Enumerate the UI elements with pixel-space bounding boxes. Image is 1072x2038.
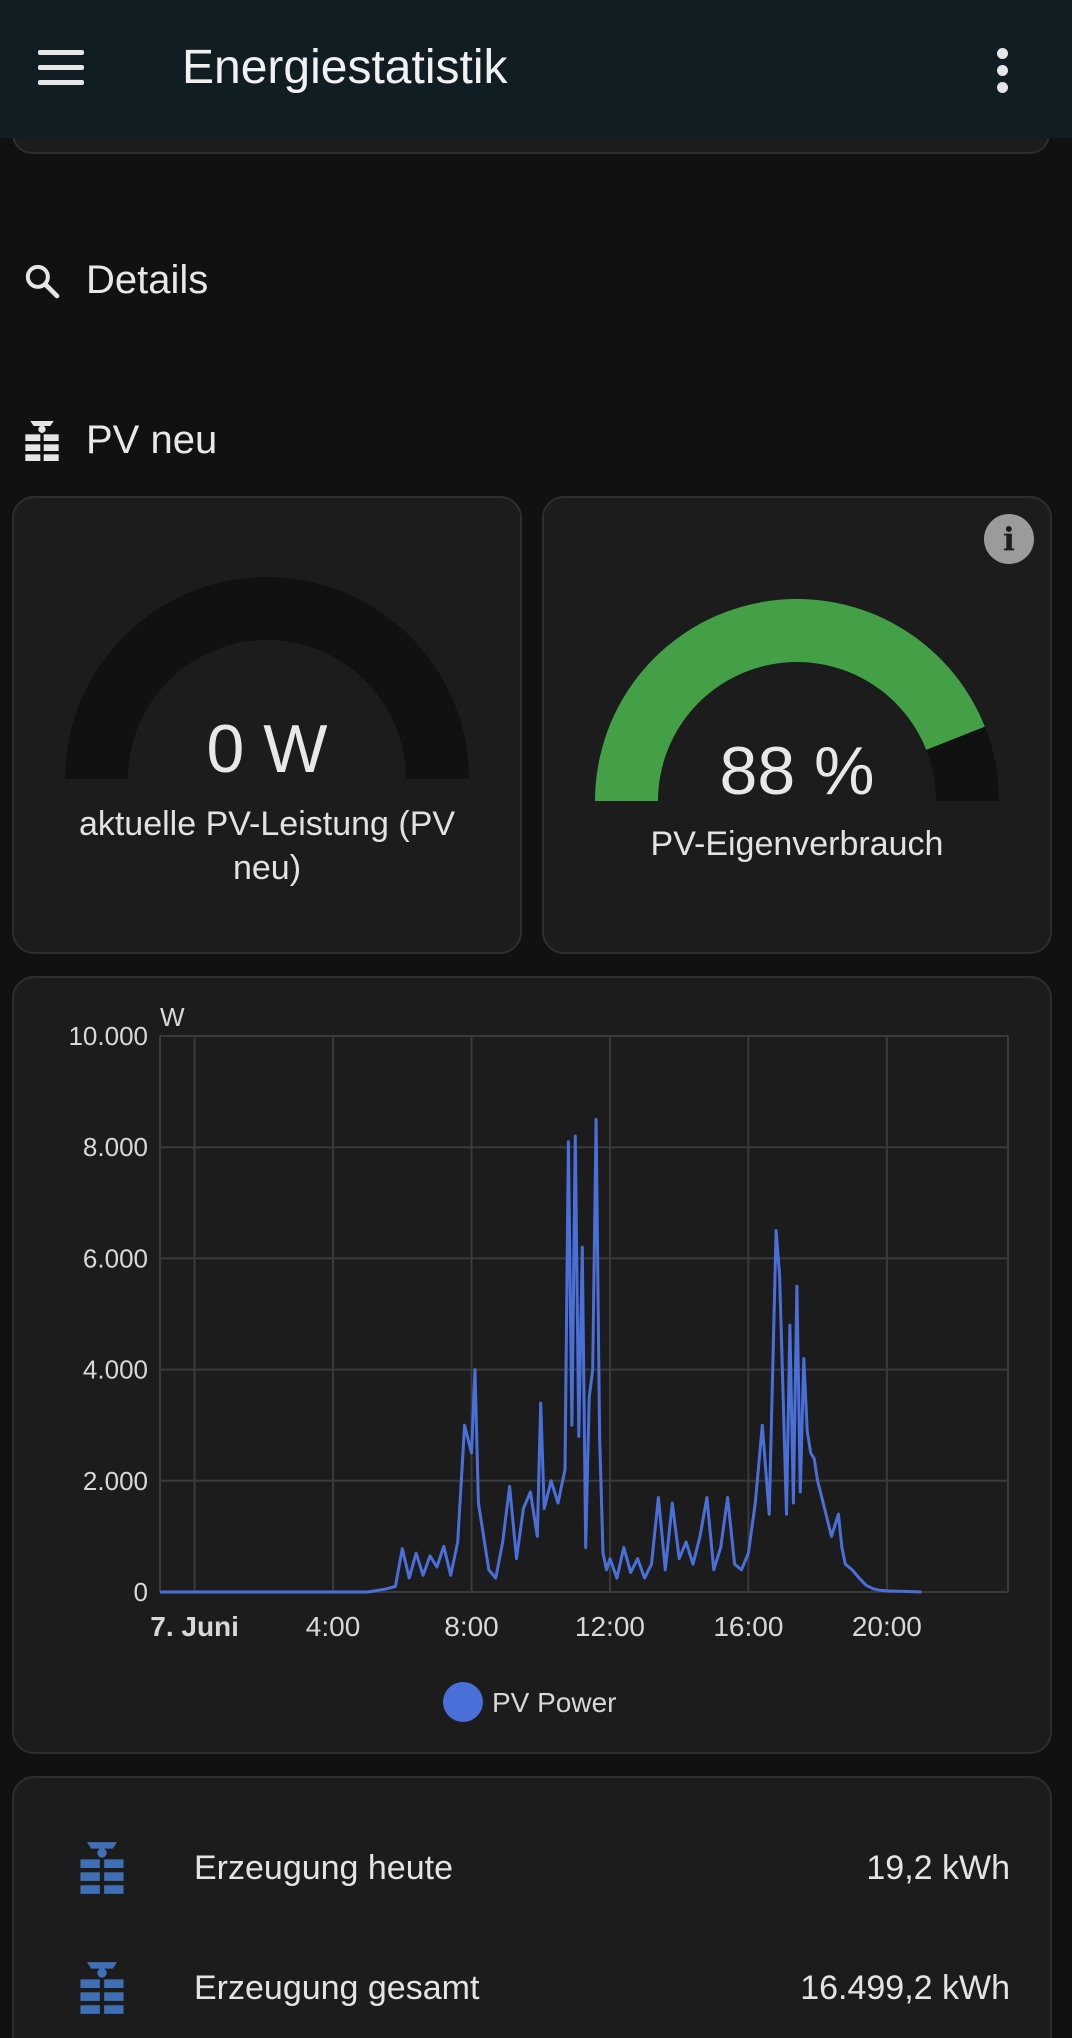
y-tick-label: 10.000 [68, 1021, 148, 1051]
more-vert-icon-dot [997, 82, 1008, 93]
gauge-self-consumption [595, 599, 999, 801]
stat-label: Erzeugung gesamt [194, 1968, 480, 2007]
gauge-pv-power [65, 577, 469, 779]
gauge-self-consumption-value: 88 % [719, 733, 875, 809]
gauge-track [65, 577, 469, 779]
gauge-pv-power-value: 0 W [206, 711, 328, 787]
magnify-icon [25, 264, 60, 298]
y-tick-label: 4.000 [83, 1355, 148, 1385]
stat-row-total[interactable]: Erzeugung gesamt 16.499,2 kWh [14, 1938, 1050, 2038]
chart-legend[interactable]: PV Power [443, 1682, 617, 1722]
x-tick-label: 16:00 [713, 1611, 783, 1642]
gauge-pv-power-label: aktuelle PV-Leistung (PV neu) [78, 805, 456, 887]
page-title: Energiestatistik [182, 41, 508, 94]
menu-icon-bar [38, 65, 84, 70]
stat-row-today[interactable]: Erzeugung heute 19,2 kWh [14, 1818, 1050, 1918]
solar-power-icon [80, 1842, 124, 1894]
history-chart-card: 0 2.000 4.000 6.000 8.000 10.000 7. Juni 4:00 8… [12, 976, 1052, 1754]
x-tick-label: 20:00 [852, 1611, 922, 1642]
chart-y-axis: 0 2.000 4.000 6.000 8.000 10.000 [68, 1021, 148, 1607]
section-pv-label: PV neu [86, 418, 218, 462]
more-vert-icon [997, 48, 1008, 59]
x-tick-label: 8:00 [444, 1611, 499, 1642]
app-bar: Energiestatistik [0, 0, 1072, 138]
legend-label-pv-power: PV Power [492, 1687, 617, 1718]
stat-value: 16.499,2 kWh [800, 1968, 1010, 2007]
y-tick-label: 2.000 [83, 1466, 148, 1496]
solar-panel-icon [25, 420, 59, 461]
chart-unit-label: W [160, 1002, 185, 1032]
legend-swatch-pv-power [443, 1682, 483, 1722]
x-tick-label: 12:00 [575, 1611, 645, 1642]
y-tick-label: 8.000 [83, 1132, 148, 1162]
solar-power-icon [80, 1962, 124, 2014]
gauge-card-self-consumption[interactable]: i 88 % PV-Eigenverbrauch [542, 496, 1052, 954]
section-pv: PV neu [22, 418, 217, 463]
stat-value: 19,2 kWh [866, 1848, 1010, 1887]
stats-card: Erzeugung heute 19,2 kWh Erzeugung gesam… [12, 1776, 1052, 2038]
gauge-self-consumption-label: PV-Eigenverbrauch [650, 825, 944, 863]
menu-button[interactable] [36, 48, 86, 88]
series-line-pv-power [160, 1117, 922, 1594]
menu-icon-bar [38, 80, 84, 85]
more-options-button[interactable] [982, 44, 1022, 96]
x-tick-label: 4:00 [306, 1611, 361, 1642]
info-icon[interactable]: i [984, 514, 1034, 564]
x-tick-label: 7. Juni [150, 1611, 239, 1642]
menu-icon [38, 50, 84, 55]
chart-x-axis: 7. Juni 4:00 8:00 12:00 16:00 20:00 [150, 1611, 922, 1642]
y-tick-label: 0 [134, 1577, 148, 1607]
stat-label: Erzeugung heute [194, 1848, 453, 1887]
y-tick-label: 6.000 [83, 1243, 148, 1273]
gauge-fill [595, 599, 985, 801]
section-details-label: Details [86, 258, 209, 302]
pv-power-chart: 0 2.000 4.000 6.000 8.000 10.000 7. Juni 4:00 8… [68, 1002, 1009, 1722]
gauge-card-pv-power[interactable]: 0 W aktuelle PV-Leistung (PV neu) [12, 496, 522, 954]
more-vert-icon-dot [997, 65, 1008, 76]
section-details: Details [22, 258, 208, 303]
